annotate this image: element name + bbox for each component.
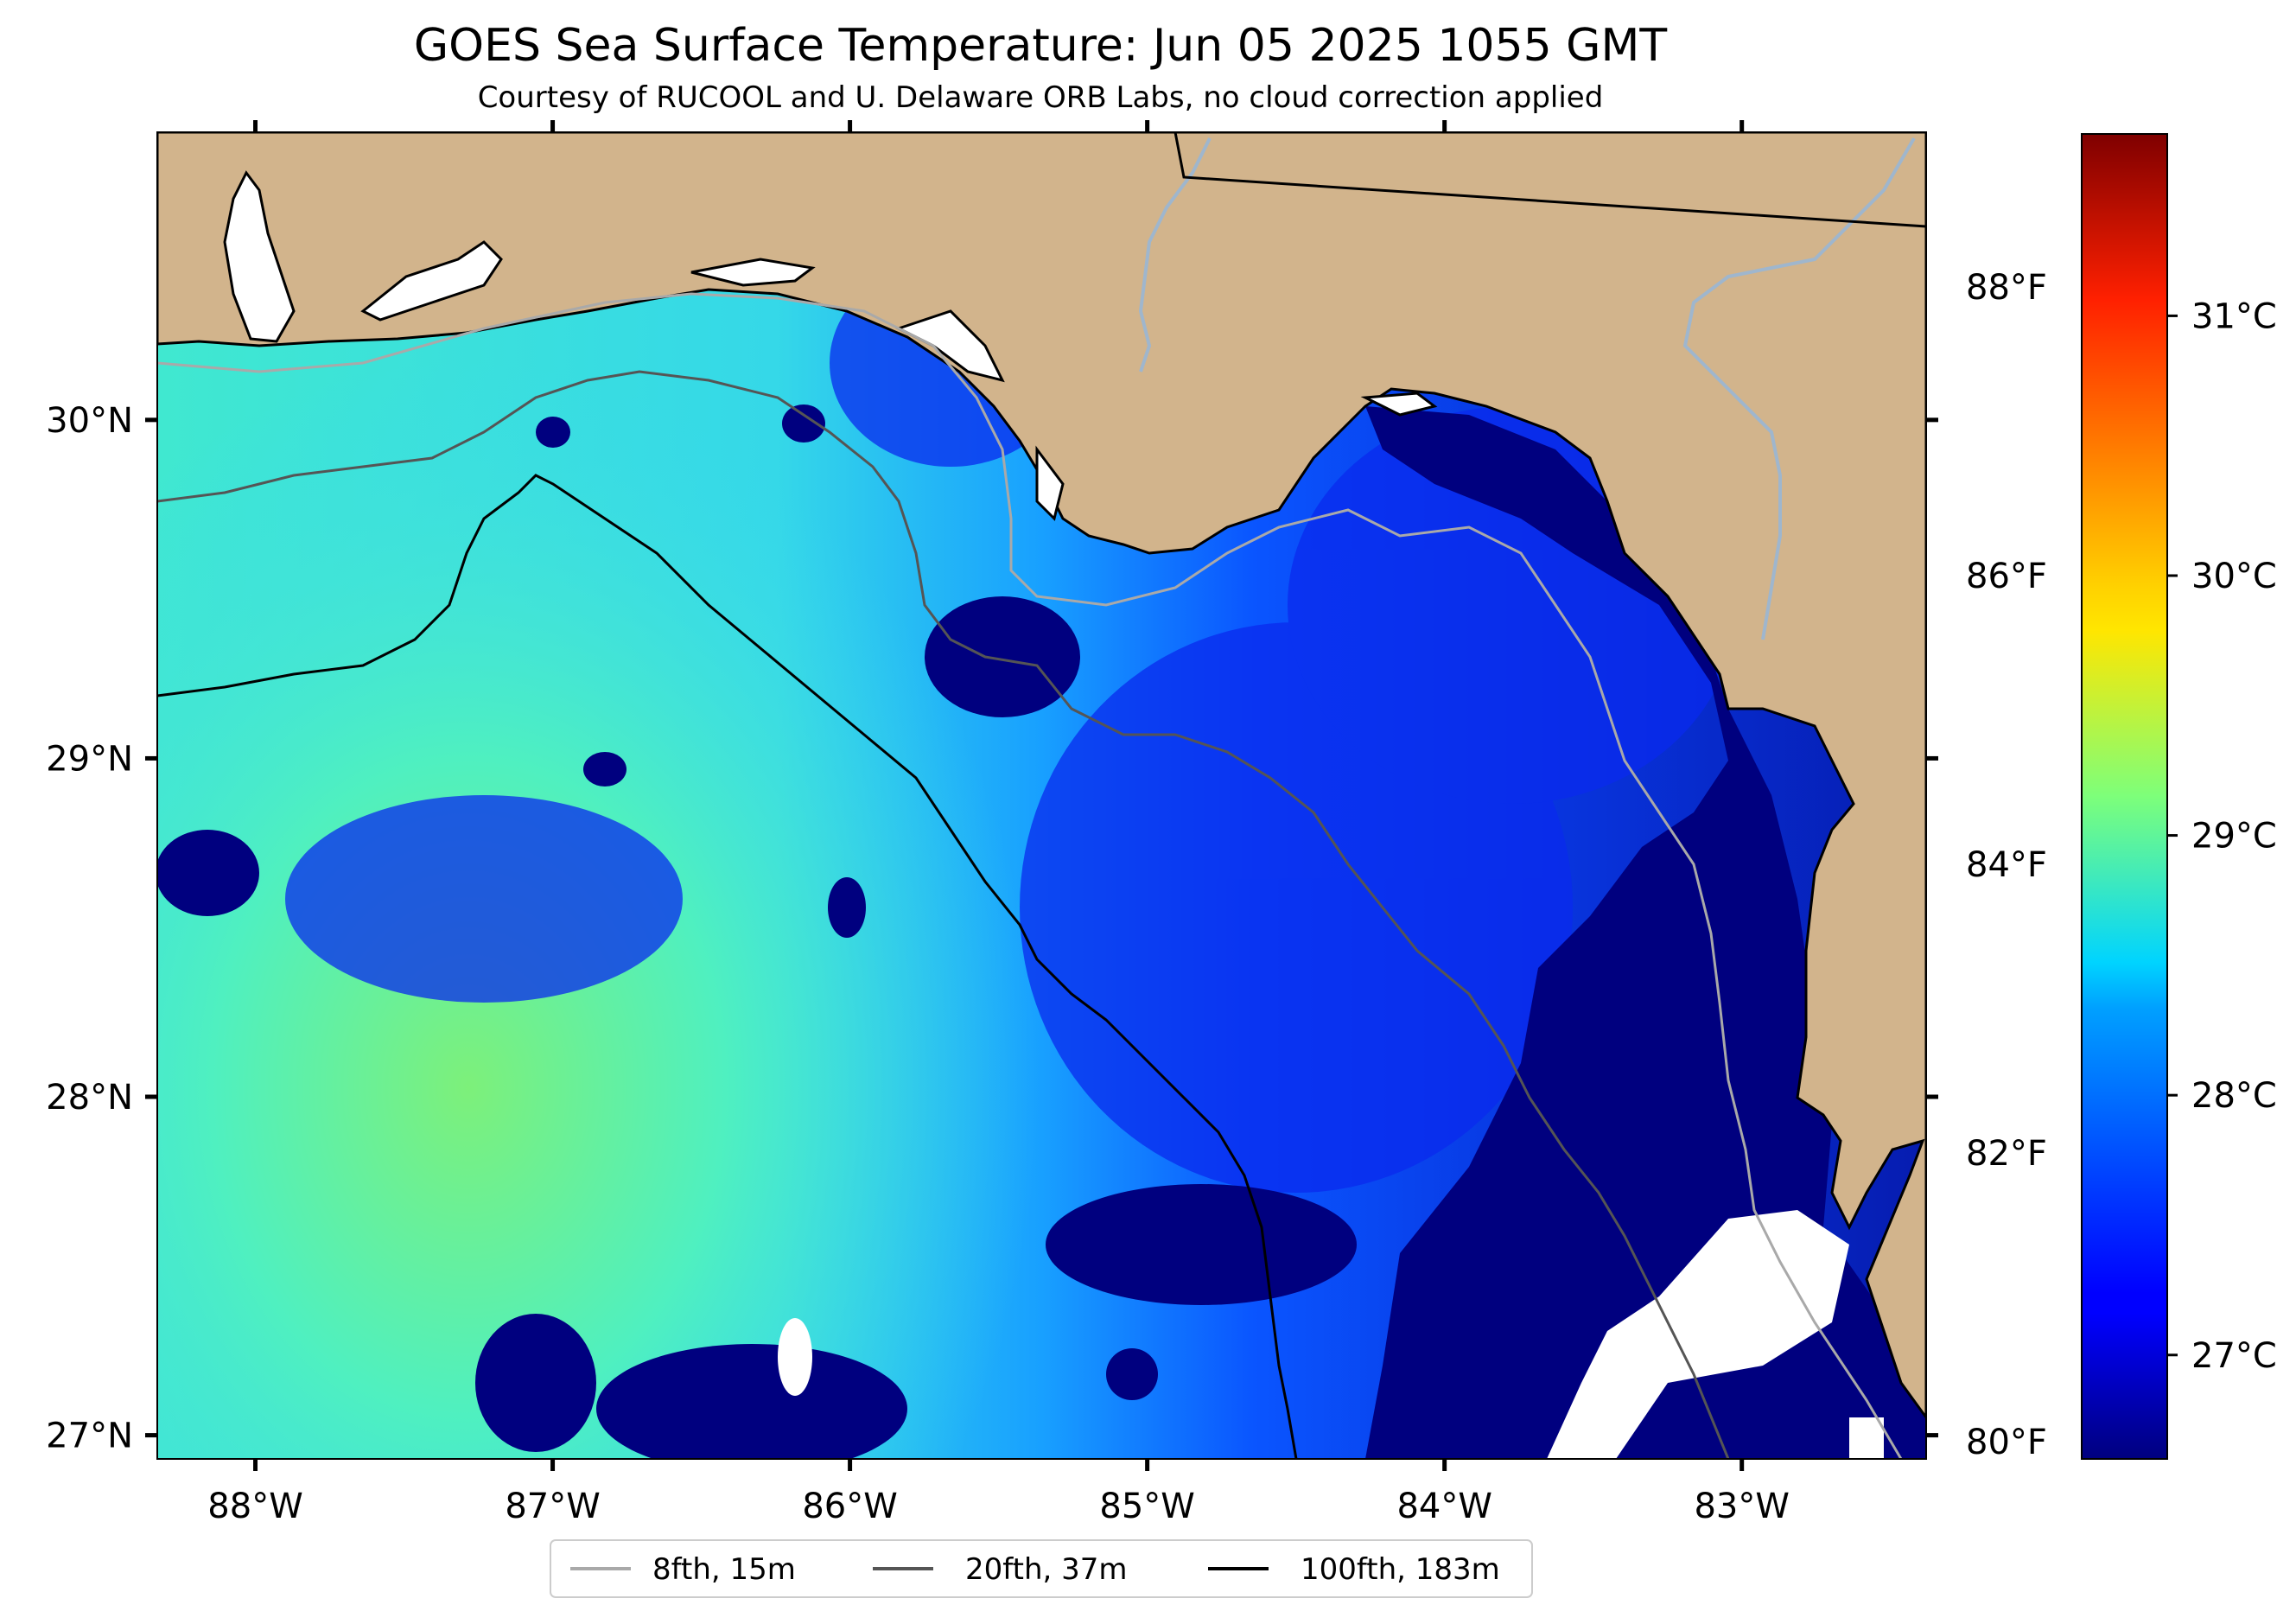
x-tick-label: 87°W xyxy=(505,1487,600,1526)
colorbar-c-tick-label: 28°C xyxy=(2191,1076,2277,1116)
x-tick-label: 84°W xyxy=(1396,1487,1491,1526)
chart-subtitle: Courtesy of RUCOOL and U. Delaware ORB L… xyxy=(478,80,1604,115)
colorbar-f-tick-label: 86°F xyxy=(1966,557,2047,596)
y-tick-label: 27°N xyxy=(46,1417,133,1456)
map-frame xyxy=(156,131,1927,1460)
colorbar-f-tick-label: 84°F xyxy=(1966,845,2047,885)
isobath-8fth xyxy=(157,292,1903,1459)
colorbar-c-tick-label: 27°C xyxy=(2191,1336,2277,1376)
legend-label-8fth: 8fth, 15m xyxy=(652,1552,796,1587)
x-tick-label: 86°W xyxy=(802,1487,897,1526)
legend-box xyxy=(550,1539,1533,1598)
coldest-water-patches xyxy=(157,389,1926,1459)
y-tick-label: 29°N xyxy=(46,739,133,779)
colorbar-f-tick-label: 82°F xyxy=(1966,1134,2047,1174)
bays xyxy=(223,170,1438,521)
isobath-100fth xyxy=(157,474,1298,1459)
colorbar-f-tick-label: 80°F xyxy=(1966,1423,2047,1462)
colorbar-c-tick-label: 29°C xyxy=(2191,817,2277,857)
colorbar: 27°C 28°C 29°C 30°C 31°C 80°F 82°F 84°F 86°F 88°… xyxy=(1966,133,2277,1462)
colorbar-c-tick-label: 30°C xyxy=(2191,557,2277,596)
colorbar-celsius-ticks: 27°C 28°C 29°C 30°C 31°C xyxy=(2167,296,2277,1376)
land xyxy=(157,132,1926,1420)
colorbar-f-tick-label: 88°F xyxy=(1966,268,2047,308)
y-tick-label: 30°N xyxy=(46,401,133,441)
x-tick-label: 83°W xyxy=(1694,1487,1789,1526)
legend-label-20fth: 20fth, 37m xyxy=(965,1552,1128,1587)
y-tick-label: 28°N xyxy=(46,1078,133,1118)
map-area xyxy=(157,132,1926,1459)
chart-title: GOES Sea Surface Temperature: Jun 05 202… xyxy=(414,20,1667,72)
colorbar-gradient xyxy=(2081,133,2168,1460)
cloud-mask xyxy=(778,1210,1884,1459)
y-axis: 30°N 29°N 28°N 27°N xyxy=(46,401,1938,1456)
isobath-20fth xyxy=(157,370,1730,1459)
x-tick-label: 88°W xyxy=(207,1487,302,1526)
colorbar-c-tick-label: 31°C xyxy=(2191,296,2277,336)
legend-label-100fth: 100fth, 183m xyxy=(1301,1552,1500,1587)
x-axis: 88°W 87°W 86°W 85°W 84°W 83°W xyxy=(207,120,1790,1526)
state-border xyxy=(1173,132,1926,228)
colorbar-fahrenheit-ticks: 80°F 82°F 84°F 86°F 88°F xyxy=(1966,268,2047,1462)
x-tick-label: 85°W xyxy=(1099,1487,1194,1526)
legend: 8fth, 15m 20fth, 37m 100fth, 183m xyxy=(550,1539,1533,1598)
